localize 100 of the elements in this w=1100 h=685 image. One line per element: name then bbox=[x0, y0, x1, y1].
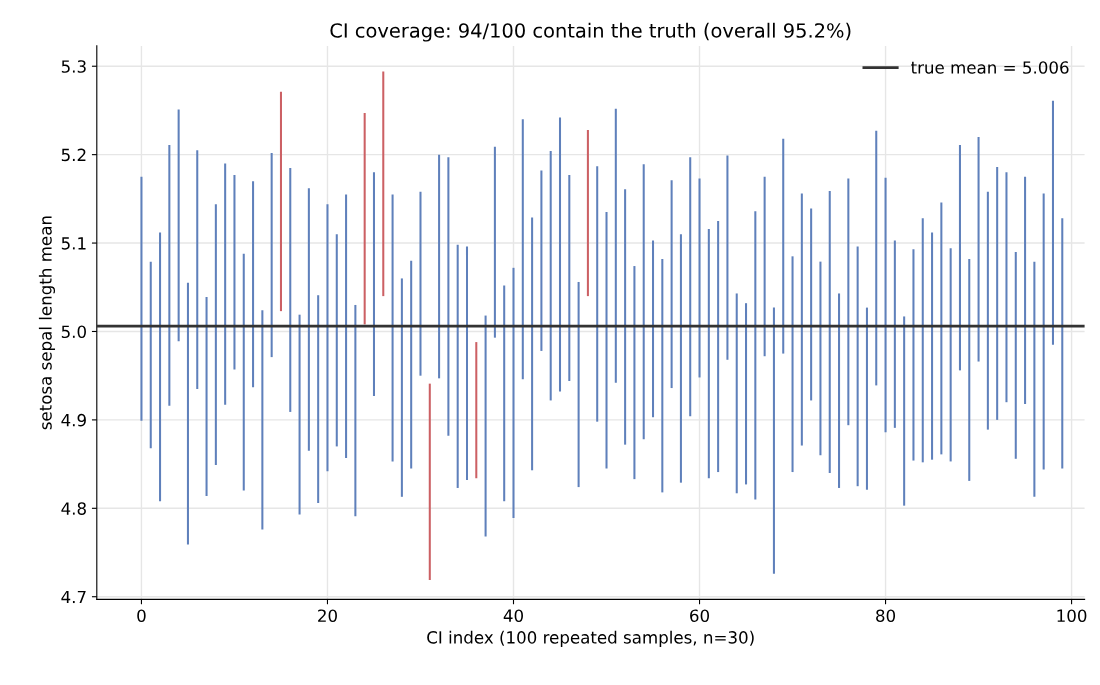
bar bbox=[791, 256, 794, 473]
bar bbox=[317, 295, 320, 503]
y-tick-label: 4.7 bbox=[61, 590, 86, 604]
bar bbox=[1042, 193, 1045, 470]
bar bbox=[717, 220, 720, 473]
bar bbox=[958, 144, 961, 371]
bar bbox=[689, 157, 692, 417]
bar bbox=[252, 181, 255, 388]
bar bbox=[642, 164, 645, 440]
bar bbox=[652, 240, 655, 418]
bar bbox=[782, 138, 785, 354]
x-tick-label: 100 bbox=[1057, 609, 1087, 622]
bar bbox=[410, 260, 413, 469]
bar bbox=[270, 152, 273, 358]
y-tick-label: 4.9 bbox=[61, 413, 86, 427]
bar bbox=[996, 167, 999, 420]
bar bbox=[438, 154, 441, 379]
y-tick-label: 5.2 bbox=[61, 148, 86, 162]
bar bbox=[624, 189, 627, 445]
bar bbox=[521, 119, 524, 380]
bar bbox=[633, 266, 636, 480]
y-tick-label: 5.1 bbox=[61, 237, 86, 250]
bar bbox=[363, 113, 366, 325]
bar bbox=[214, 204, 217, 465]
bar bbox=[307, 188, 310, 451]
bar bbox=[754, 211, 757, 500]
bar bbox=[335, 234, 338, 447]
bar bbox=[921, 218, 924, 463]
legend-label: true mean = 5.006 bbox=[911, 61, 1069, 74]
bar bbox=[345, 194, 348, 458]
bar bbox=[949, 248, 952, 462]
bar bbox=[196, 150, 199, 389]
bar bbox=[875, 130, 878, 386]
x-tick-label: 60 bbox=[690, 609, 710, 622]
bar bbox=[586, 129, 589, 297]
bar bbox=[986, 191, 989, 430]
bar bbox=[186, 282, 189, 545]
bar bbox=[447, 157, 450, 436]
y-axis-title: setosa sepal length mean bbox=[38, 216, 56, 430]
bar bbox=[912, 249, 915, 461]
bar bbox=[484, 315, 487, 537]
x-tick-label: 20 bbox=[318, 609, 337, 622]
bar bbox=[558, 117, 562, 392]
bar bbox=[465, 246, 469, 481]
bar bbox=[177, 109, 180, 342]
bar bbox=[605, 212, 608, 469]
bar bbox=[456, 244, 459, 488]
bar bbox=[289, 167, 292, 412]
bar bbox=[224, 163, 227, 405]
chart-title: CI coverage: 94/100 contain the truth (overall 95.2%) bbox=[330, 22, 851, 42]
bar bbox=[828, 190, 831, 473]
bar bbox=[763, 176, 766, 357]
bar bbox=[568, 174, 571, 381]
bar bbox=[800, 193, 803, 446]
bar bbox=[159, 232, 162, 502]
y-tick-label: 4.8 bbox=[61, 502, 86, 515]
bar bbox=[428, 383, 431, 580]
bar bbox=[838, 293, 841, 488]
bar bbox=[503, 285, 506, 502]
bar bbox=[531, 217, 534, 471]
bar bbox=[884, 177, 887, 433]
bar bbox=[679, 234, 682, 483]
bar bbox=[577, 281, 580, 488]
bar bbox=[707, 228, 710, 479]
bar bbox=[512, 267, 515, 519]
bar bbox=[354, 304, 357, 517]
bar bbox=[893, 240, 896, 428]
bar bbox=[382, 71, 385, 297]
bar bbox=[493, 146, 496, 338]
bar bbox=[279, 91, 282, 312]
bar bbox=[940, 202, 943, 455]
bar bbox=[372, 172, 375, 397]
bar bbox=[1024, 176, 1027, 404]
bar bbox=[614, 108, 617, 383]
x-tick-label: 40 bbox=[503, 609, 523, 622]
bar bbox=[847, 178, 850, 426]
bar bbox=[1061, 218, 1064, 469]
bar bbox=[931, 232, 934, 460]
x-tick-label: 80 bbox=[876, 609, 896, 622]
bar bbox=[400, 278, 403, 497]
bar bbox=[745, 303, 748, 485]
bar bbox=[819, 261, 822, 456]
bar bbox=[261, 310, 264, 530]
bar bbox=[968, 258, 971, 481]
bar bbox=[670, 180, 673, 389]
bar bbox=[168, 144, 171, 406]
bar bbox=[1014, 251, 1017, 459]
bar bbox=[865, 307, 868, 490]
bar bbox=[149, 261, 152, 449]
bar bbox=[326, 204, 329, 472]
bar bbox=[1051, 100, 1054, 345]
bar bbox=[596, 166, 599, 422]
y-tick-label: 5.3 bbox=[61, 60, 86, 73]
bar bbox=[810, 208, 813, 401]
bar bbox=[140, 176, 143, 421]
bar bbox=[772, 307, 775, 574]
bar bbox=[475, 342, 478, 479]
bar bbox=[726, 155, 729, 360]
y-tick-label: 5.0 bbox=[61, 325, 86, 339]
bar bbox=[391, 194, 394, 462]
